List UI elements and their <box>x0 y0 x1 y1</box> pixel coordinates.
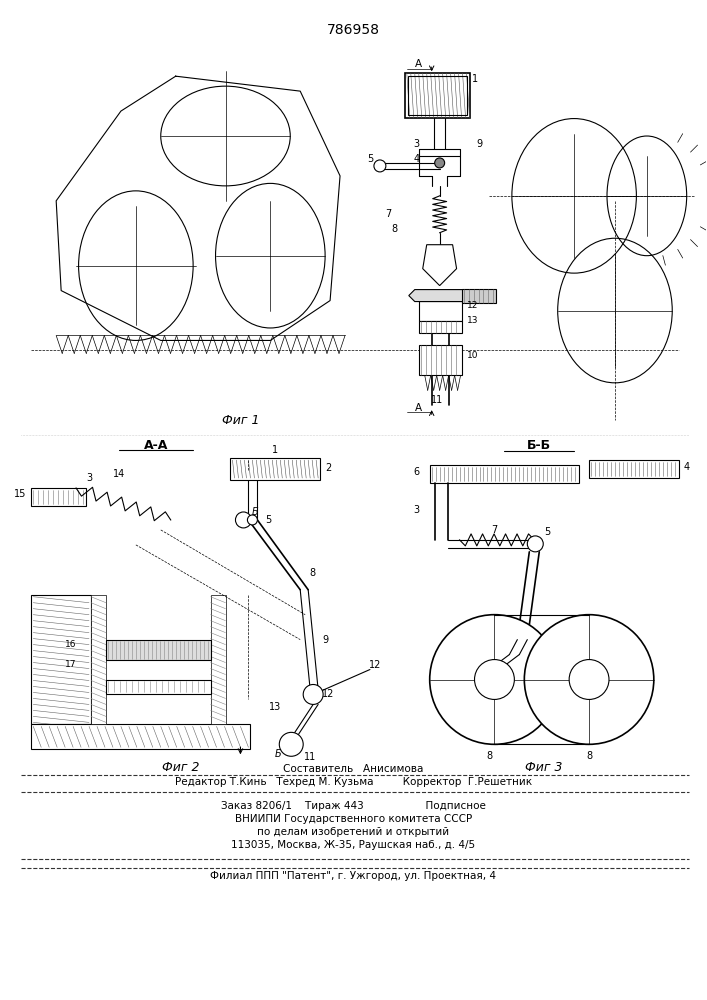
Circle shape <box>235 512 252 528</box>
Bar <box>430 465 579 483</box>
Text: 1: 1 <box>472 74 478 84</box>
Bar <box>106 640 211 660</box>
Bar <box>31 488 86 506</box>
Text: Филиал ППП "Патент", г. Ужгород, ул. Проектная, 4: Филиал ППП "Патент", г. Ужгород, ул. Про… <box>211 871 496 881</box>
Text: 4: 4 <box>684 462 690 472</box>
Bar <box>106 680 211 694</box>
Text: Б: Б <box>252 507 259 517</box>
Text: 13: 13 <box>269 702 281 712</box>
Text: Б-Б: Б-Б <box>527 439 551 452</box>
Bar <box>419 345 462 375</box>
Text: 10: 10 <box>467 351 478 360</box>
Text: 17: 17 <box>64 660 76 669</box>
Circle shape <box>279 732 303 756</box>
Text: 4: 4 <box>414 154 420 164</box>
Bar <box>405 73 469 118</box>
Circle shape <box>527 536 543 552</box>
Bar <box>589 460 679 478</box>
Bar <box>31 724 250 749</box>
Text: 3: 3 <box>86 473 92 483</box>
Text: 5: 5 <box>544 527 550 537</box>
Circle shape <box>435 158 445 168</box>
Text: Фиг 2: Фиг 2 <box>162 761 199 774</box>
Circle shape <box>569 660 609 699</box>
Text: 8: 8 <box>586 751 592 761</box>
Text: 9: 9 <box>477 139 483 149</box>
Text: 2: 2 <box>325 463 332 473</box>
Text: 11: 11 <box>431 395 443 405</box>
Text: по делам изобретений и открытий: по делам изобретений и открытий <box>257 827 450 837</box>
Text: 12: 12 <box>467 301 478 310</box>
Text: 16: 16 <box>64 640 76 649</box>
Circle shape <box>303 684 323 704</box>
Circle shape <box>525 615 654 744</box>
Text: 8: 8 <box>486 751 493 761</box>
Text: А: А <box>415 59 422 69</box>
Bar <box>419 301 462 321</box>
Text: 5: 5 <box>367 154 373 164</box>
Circle shape <box>374 160 386 172</box>
Text: Б: Б <box>275 749 281 759</box>
Text: Редактор Т.Кинь   Техред М. Кузьма         Корректор  Г.Решетник: Редактор Т.Кинь Техред М. Кузьма Коррект… <box>175 777 532 787</box>
Text: Заказ 8206/1    Тираж 443                   Подписное: Заказ 8206/1 Тираж 443 Подписное <box>221 801 486 811</box>
Text: 8: 8 <box>392 224 398 234</box>
Text: 7: 7 <box>491 525 498 535</box>
Text: 9: 9 <box>322 635 328 645</box>
Polygon shape <box>423 245 457 286</box>
Text: 15: 15 <box>14 489 26 499</box>
Polygon shape <box>409 290 472 302</box>
Bar <box>408 76 467 115</box>
Text: 12: 12 <box>322 689 334 699</box>
Bar <box>419 321 462 333</box>
Bar <box>230 458 320 480</box>
Text: 3: 3 <box>414 139 420 149</box>
Text: А-А: А-А <box>144 439 168 452</box>
Text: Составитель   Анисимова: Составитель Анисимова <box>284 764 423 774</box>
Bar <box>31 595 91 724</box>
Text: Фиг 1: Фиг 1 <box>222 414 259 427</box>
Text: 113035, Москва, Ж-35, Раушская наб., д. 4/5: 113035, Москва, Ж-35, Раушская наб., д. … <box>231 840 476 850</box>
Text: Фиг 3: Фиг 3 <box>525 761 563 774</box>
Text: 8: 8 <box>309 568 315 578</box>
Bar <box>211 595 226 724</box>
Text: 12: 12 <box>369 660 381 670</box>
Circle shape <box>474 660 515 699</box>
Text: 7: 7 <box>385 209 391 219</box>
Text: 5: 5 <box>265 515 271 525</box>
Circle shape <box>430 615 559 744</box>
Text: 13: 13 <box>467 316 478 325</box>
Text: 3: 3 <box>414 505 420 515</box>
Text: 6: 6 <box>414 467 420 477</box>
Polygon shape <box>462 289 496 303</box>
Text: 11: 11 <box>304 752 316 762</box>
Text: 786958: 786958 <box>327 23 380 37</box>
Text: 14: 14 <box>113 469 125 479</box>
Text: ВНИИПИ Государственного комитета СССР: ВНИИПИ Государственного комитета СССР <box>235 814 472 824</box>
Text: А: А <box>415 403 422 413</box>
Text: 1: 1 <box>272 445 279 455</box>
Bar <box>91 595 106 724</box>
Circle shape <box>247 515 257 525</box>
